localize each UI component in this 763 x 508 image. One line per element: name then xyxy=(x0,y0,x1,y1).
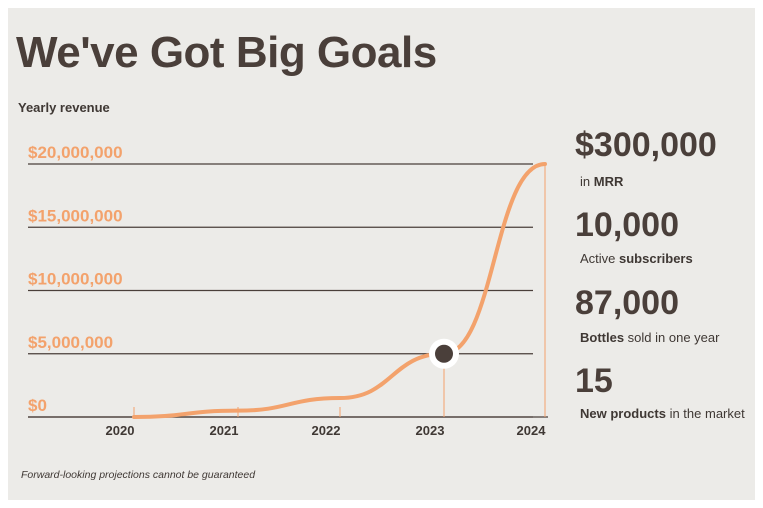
footnote: Forward-looking projections cannot be gu… xyxy=(21,469,256,481)
x-tick-label: 2024 xyxy=(517,423,547,438)
revenue-line xyxy=(132,162,547,419)
y-tick-label: $10,000,000 xyxy=(28,270,123,289)
y-tick-label: $15,000,000 xyxy=(28,206,123,225)
y-tick-label: $20,000,000 xyxy=(28,143,123,162)
x-tick-label: 2020 xyxy=(106,423,135,438)
x-tick-label: 2023 xyxy=(416,423,445,438)
stat-products-value: 15 xyxy=(575,362,613,400)
y-tick-label: $5,000,000 xyxy=(28,333,113,352)
stat-subscribers-caption: Active subscribers xyxy=(580,251,693,266)
x-tick-label: 2021 xyxy=(210,423,239,438)
y-axis-label: Yearly revenue xyxy=(18,100,110,115)
stat-mrr-value: $300,000 xyxy=(575,126,717,164)
highlight-marker-dot xyxy=(435,344,453,363)
page-title: We've Got Big Goals xyxy=(16,28,437,77)
stat-bottles-value: 87,000 xyxy=(575,284,679,322)
stat-subscribers-value: 10,000 xyxy=(575,206,679,244)
stat-bottles-caption: Bottles sold in one year xyxy=(580,330,720,345)
y-tick-label: $0 xyxy=(28,396,47,415)
x-tick-label: 2022 xyxy=(312,423,341,438)
stat-mrr-caption: in MRR xyxy=(580,174,624,189)
stat-products-caption: New products in the market xyxy=(580,406,745,421)
